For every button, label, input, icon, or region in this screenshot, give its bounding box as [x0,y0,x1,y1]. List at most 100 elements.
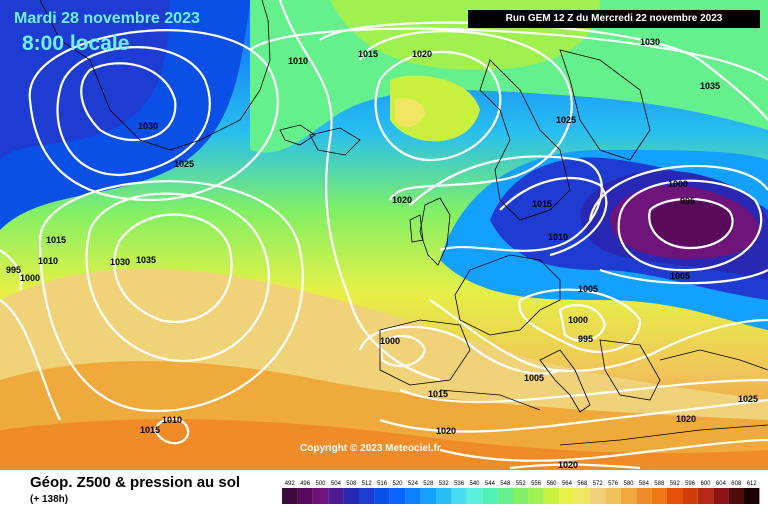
isobar-label: 1010 [38,256,58,266]
scale-swatch [590,488,606,504]
scale-value: 524 [408,481,419,487]
scale-swatch [374,488,390,504]
isobar-lines [0,0,768,468]
scale-value: 564 [562,481,573,487]
model-run-banner: Run GEM 12 Z du Mercredi 22 novembre 202… [468,10,760,28]
coastlines [39,0,768,446]
isobar-label: 1015 [428,389,448,399]
isobar-label: 1020 [676,414,696,424]
isobar-label: 1005 [670,271,690,281]
scale-swatch [312,488,329,504]
scale-swatch [466,488,483,504]
forecast-time: 8:00 locale [22,32,130,55]
isobar-label: 1015 [358,49,378,59]
scale-value: 576 [608,481,619,487]
forecast-hour: (+ 138h) [30,494,69,505]
scale-value: 512 [362,481,373,487]
scale-swatch [728,488,744,504]
isobar-labels: 1015 1020 1030 1010 1035 1030 1025 1025 … [6,37,758,470]
isobar-label: 1030 [138,121,158,131]
isobar-label: 1000 [568,315,588,325]
isobar-label: 995 [6,265,21,275]
scale-value: 528 [423,481,434,487]
isobar-label: 1020 [436,426,456,436]
scale-swatch [651,488,667,504]
isobar-label: 1000 [380,336,400,346]
isobar-label: 1035 [136,255,156,265]
scale-swatch [713,488,729,504]
geopotential-fill [0,0,768,470]
isobar-label: 1000 [20,273,40,283]
isobar-label: 1010 [162,415,182,425]
scale-swatch [328,488,344,504]
isobar-label: 1030 [640,37,660,47]
scale-value: 504 [331,481,342,487]
color-scale: 492 496 500 504 508 512 516 520 524 528 532 536 540 5… [282,481,760,504]
isobar-label: 1020 [392,195,412,205]
isobar-label: 1005 [524,373,544,383]
scale-swatch [636,488,652,504]
scale-value: 548 [500,481,511,487]
scale-swatch [543,488,560,504]
scale-value: 552 [516,481,527,487]
scale-value: 492 [285,481,296,487]
scale-value: 612 [747,481,758,487]
isobar-label: 1015 [46,235,66,245]
isobar-label: 995 [680,196,695,206]
scale-value: 544 [485,481,496,487]
isobar-label: 1010 [548,232,568,242]
scale-swatch [697,488,714,504]
scale-swatch [297,488,313,504]
scale-swatch [620,488,637,504]
scale-swatch [282,488,298,504]
scale-swatch [451,488,467,504]
scale-value: 496 [300,481,311,487]
scale-swatch [559,488,575,504]
scale-value: 588 [654,481,665,487]
scale-value: 584 [639,481,650,487]
isobar-label: 1025 [738,394,758,404]
scale-swatch [528,488,544,504]
scale-value: 520 [392,481,403,487]
scale-swatch [482,488,498,504]
scale-swatch [420,488,436,504]
isobar-label: 1000 [668,179,688,189]
scale-swatch [343,488,359,504]
isobar-label: 1020 [558,460,578,470]
scale-value: 592 [670,481,681,487]
scale-value: 572 [593,481,604,487]
weather-map: 1015 1020 1030 1010 1035 1030 1025 1025 … [0,0,768,470]
scale-value: 596 [685,481,696,487]
isobar-label: 1025 [556,115,576,125]
scale-value: 580 [623,481,634,487]
scale-value: 500 [315,481,326,487]
scale-value: 516 [377,481,388,487]
scale-swatch [574,488,590,504]
scale-value: 608 [731,481,742,487]
scale-value: 560 [546,481,557,487]
scale-value: 604 [716,481,727,487]
isobar-label: 1005 [578,284,598,294]
scale-value: 536 [454,481,465,487]
scale-swatch [359,488,375,504]
isobar-label: 1020 [412,49,432,59]
scale-swatch [744,488,760,504]
scale-value: 568 [577,481,588,487]
scale-value: 532 [439,481,450,487]
isobar-label: 1030 [110,257,130,267]
scale-swatch [682,488,698,504]
scale-swatch [389,488,406,504]
scale-value: 600 [700,481,711,487]
scale-value: 556 [531,481,542,487]
scale-swatch [436,488,452,504]
isobar-label: 995 [578,334,593,344]
scale-value: 508 [346,481,357,487]
map-title: Géop. Z500 & pression au sol [30,474,241,491]
isobar-label: 1015 [140,425,160,435]
scale-swatch [497,488,513,504]
isobar-label: 1035 [700,81,720,91]
isobar-label: 1015 [532,199,552,209]
scale-value: 540 [469,481,480,487]
scale-swatch [605,488,621,504]
copyright-notice: Copyright © 2023 Meteociel.fr [300,443,441,454]
